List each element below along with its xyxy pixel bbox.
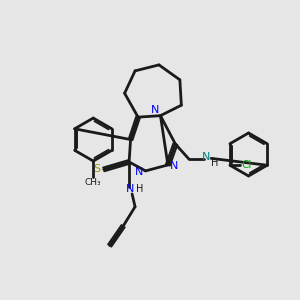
Text: Cl: Cl	[242, 160, 252, 170]
Text: N: N	[202, 152, 210, 162]
Text: H: H	[136, 184, 143, 194]
Text: N: N	[135, 167, 143, 177]
Text: H: H	[212, 158, 219, 167]
Text: N: N	[170, 161, 178, 171]
Text: CH₃: CH₃	[85, 178, 102, 187]
Text: S: S	[94, 164, 101, 174]
Text: N: N	[151, 105, 159, 115]
Text: N: N	[125, 184, 134, 194]
